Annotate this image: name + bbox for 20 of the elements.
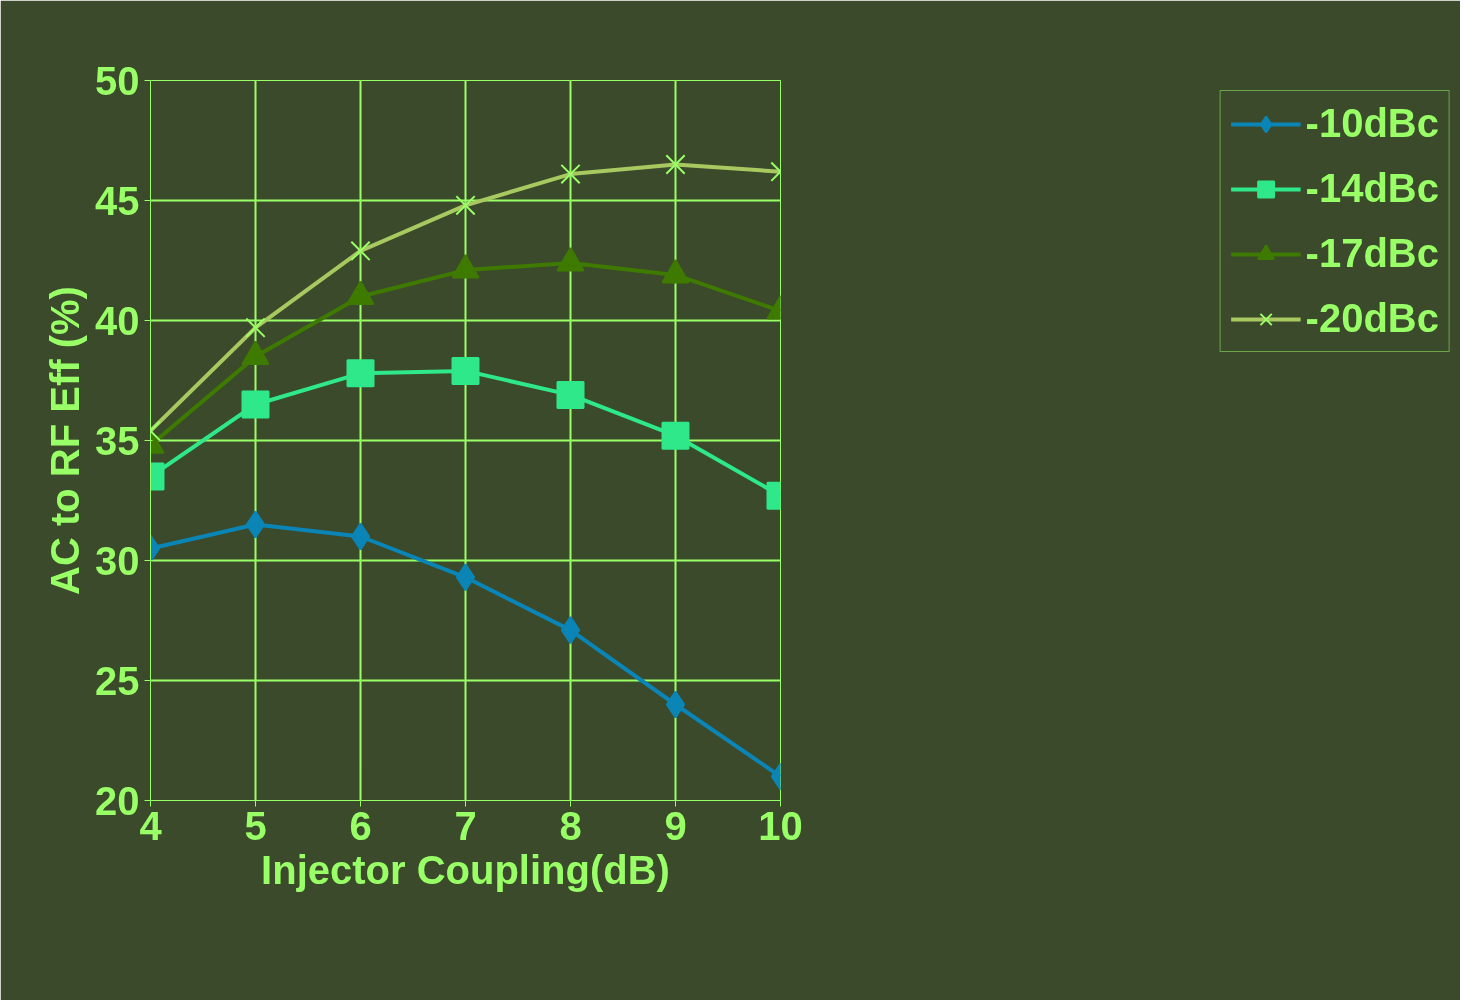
x-axis-title: Injector Coupling(dB) bbox=[261, 847, 670, 892]
x-tick-label: 6 bbox=[349, 803, 372, 848]
x-tick-label: 5 bbox=[244, 803, 267, 848]
legend-label: -17dBc bbox=[1305, 231, 1439, 276]
y-tick-label: 40 bbox=[95, 298, 140, 343]
x-tick-label: 9 bbox=[664, 803, 687, 848]
x-tick-label: 4 bbox=[139, 803, 163, 848]
x-tick-label: 10 bbox=[758, 803, 803, 848]
y-tick-label: 50 bbox=[95, 58, 140, 103]
legend-label: -10dBc bbox=[1305, 101, 1439, 146]
x-tick-label: 8 bbox=[559, 803, 582, 848]
y-tick-label: 25 bbox=[95, 658, 140, 703]
y-tick-label: 45 bbox=[95, 178, 140, 223]
y-axis-title: AC to RF Eff (%) bbox=[43, 286, 88, 595]
legend-label: -20dBc bbox=[1305, 296, 1439, 341]
x-tick-label: 7 bbox=[454, 803, 477, 848]
legend-label: -14dBc bbox=[1305, 166, 1439, 211]
y-tick-label: 35 bbox=[95, 418, 140, 463]
y-tick-label: 20 bbox=[95, 778, 140, 823]
y-tick-label: 30 bbox=[95, 538, 140, 583]
